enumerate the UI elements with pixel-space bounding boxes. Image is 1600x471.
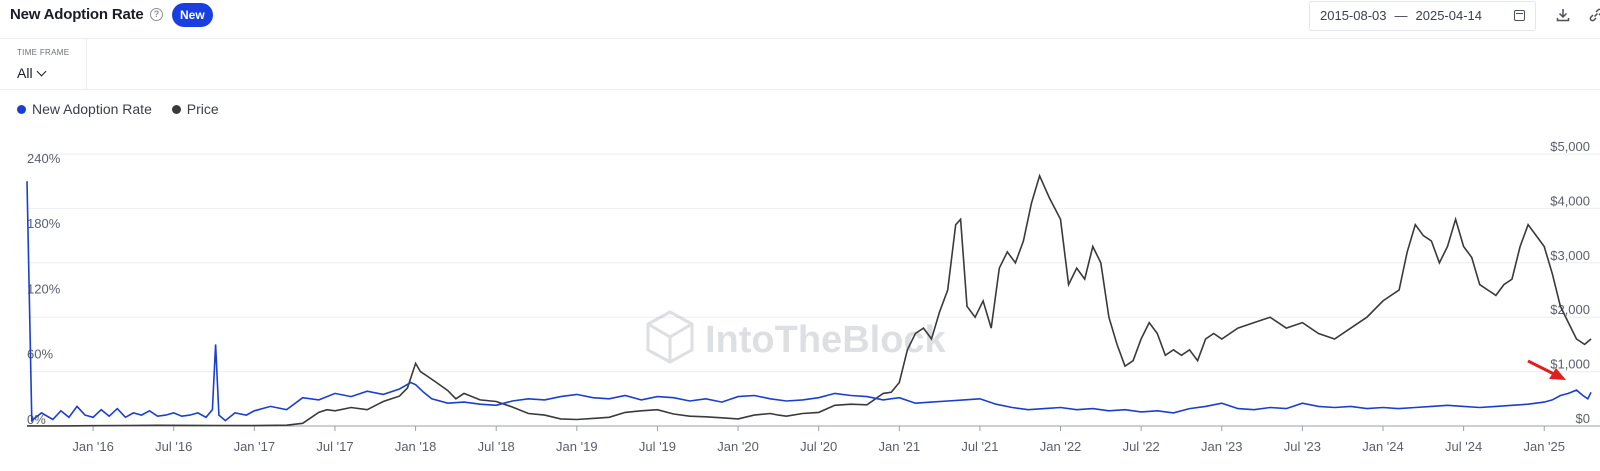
legend-item-adoption[interactable]: New Adoption Rate (17, 101, 152, 117)
date-range-picker[interactable]: 2015-08-03 — 2025-04-14 (1309, 1, 1536, 31)
new-badge: New (172, 3, 213, 27)
x-tick-label: Jan '21 (879, 439, 921, 454)
x-tick-label: Jul '18 (478, 439, 515, 454)
x-axis: Jan '16 Jul '16 Jan '17 Jul '17 Jan '18 Jul '… (72, 426, 1565, 454)
series-line-price (27, 173, 1592, 427)
legend-label-price: Price (186, 101, 219, 117)
x-tick-label: Jan '20 (717, 439, 759, 454)
legend-label-adoption: New Adoption Rate (32, 101, 152, 117)
x-tick-label: Jan '16 (72, 439, 114, 454)
gridlines (27, 153, 1600, 427)
date-separator: — (1394, 8, 1408, 23)
chart-header: New Adoption Rate ? New 2015-08-03 — 2025-… (0, 0, 1600, 39)
x-tick-label: Jul '19 (639, 439, 676, 454)
y-left-tick-label: 60% (27, 347, 53, 362)
legend-dot-adoption (17, 105, 26, 114)
y-axis-left: 0%60%120%180%240% (27, 151, 61, 427)
x-tick-label: Jan '24 (1362, 439, 1404, 454)
x-tick-label: Jan '19 (556, 439, 598, 454)
x-tick-label: Jul '16 (155, 439, 192, 454)
chart-title: New Adoption Rate (10, 6, 144, 23)
watermark-text: IntoTheBlock (705, 319, 947, 361)
y-right-tick-label: $3,000 (1550, 248, 1590, 263)
download-icon[interactable] (1555, 7, 1571, 23)
y-left-tick-label: 180% (27, 216, 61, 231)
share-icon[interactable] (1588, 7, 1600, 23)
chart-plot: IntoTheBlock 0%60%120%180%240% $0$1,000$… (26, 139, 1600, 454)
y-left-tick-label: 120% (27, 281, 61, 296)
x-tick-label: Jan '17 (234, 439, 276, 454)
legend-item-price[interactable]: Price (171, 101, 219, 117)
annotation-arrow (1527, 359, 1566, 380)
x-tick-label: Jan '23 (1201, 439, 1243, 454)
y-left-tick-label: 240% (27, 151, 61, 166)
y-right-tick-label: $1,000 (1550, 357, 1590, 372)
x-tick-label: Jul '20 (800, 439, 837, 454)
timeframe-control: TIME FRAME All (0, 39, 87, 89)
series-line-adoption (26, 181, 1592, 423)
x-tick-label: Jul '21 (961, 439, 998, 454)
x-tick-label: Jul '23 (1284, 439, 1321, 454)
timeframe-select[interactable]: All (17, 65, 47, 81)
timeframe-value: All (17, 65, 33, 81)
date-start: 2015-08-03 (1320, 8, 1387, 23)
help-icon[interactable]: ? (150, 8, 163, 21)
x-tick-label: Jul '17 (316, 439, 353, 454)
y-axis-right: $0 $1,000 $2,000 $3,000 $4,000 $5,000 (1550, 139, 1590, 426)
x-tick-label: Jan '18 (395, 439, 437, 454)
date-end: 2025-04-14 (1415, 8, 1483, 23)
timeframe-label: TIME FRAME (17, 48, 70, 57)
chart-legend: New Adoption Rate Price (17, 101, 235, 117)
y-right-tick-label: $4,000 (1550, 193, 1590, 208)
chevron-down-icon (36, 66, 47, 77)
y-right-tick-label: $2,000 (1550, 302, 1590, 317)
y-right-tick-label: $0 (1576, 411, 1590, 426)
x-tick-label: Jan '25 (1523, 439, 1565, 454)
x-tick-label: Jul '24 (1445, 439, 1482, 454)
watermark-logo-icon (646, 310, 694, 364)
x-tick-label: Jan '22 (1040, 439, 1082, 454)
legend-dot-price (171, 105, 181, 114)
y-right-tick-label: $5,000 (1550, 139, 1590, 154)
calendar-icon (1514, 10, 1525, 21)
divider (0, 89, 1600, 90)
watermark: IntoTheBlock (646, 310, 947, 364)
x-tick-label: Jul '22 (1123, 439, 1160, 454)
